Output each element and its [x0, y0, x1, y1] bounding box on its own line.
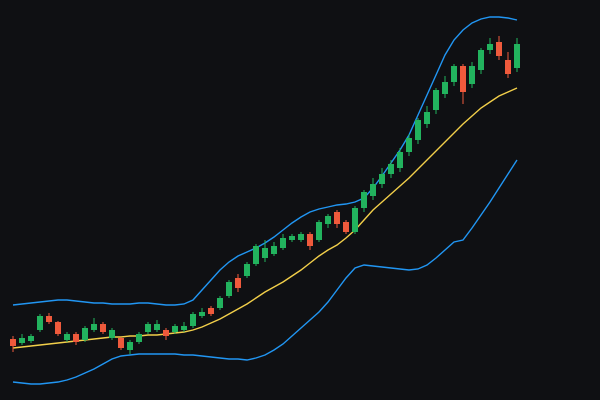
- candle-body: [154, 324, 160, 330]
- candle-body: [280, 238, 286, 248]
- candle-body: [514, 44, 520, 68]
- candle-body: [10, 339, 16, 346]
- candle-body: [64, 334, 70, 340]
- candle-body: [127, 342, 133, 350]
- candle-body: [199, 312, 205, 316]
- candle-body: [289, 236, 295, 240]
- candle-body: [145, 324, 151, 332]
- candle-body: [55, 322, 61, 334]
- candle-body: [487, 44, 493, 50]
- candle-body: [235, 278, 241, 288]
- candle-body: [478, 50, 484, 70]
- candle-body: [262, 248, 268, 258]
- candle-body: [100, 324, 106, 332]
- candle-body: [109, 330, 115, 338]
- candle-body: [352, 208, 358, 232]
- candle-body: [343, 222, 349, 232]
- band-line: [12, 87, 518, 349]
- candle-body: [361, 192, 367, 208]
- candle-body: [469, 66, 475, 84]
- candle-body: [325, 216, 331, 224]
- candle-body: [271, 246, 277, 254]
- candle-body: [37, 316, 43, 330]
- candle-body: [505, 60, 511, 74]
- candle-body: [91, 324, 97, 330]
- candle-body: [46, 316, 52, 322]
- candle-body: [181, 326, 187, 330]
- candle-body: [334, 212, 340, 224]
- candle-body: [190, 314, 196, 326]
- candle-body: [244, 264, 250, 276]
- candle-body: [379, 174, 385, 184]
- candle-body: [118, 338, 124, 348]
- candle-body: [397, 152, 403, 168]
- candle-body: [415, 120, 421, 140]
- candle-body: [433, 90, 439, 110]
- candle-body: [307, 234, 313, 246]
- candle-body: [370, 184, 376, 196]
- band-line: [12, 159, 518, 385]
- candle-body: [217, 298, 223, 308]
- candle-body: [82, 328, 88, 340]
- candle-body: [388, 164, 394, 174]
- candle-body: [460, 66, 466, 92]
- candle-body: [226, 282, 232, 296]
- candle-body: [28, 336, 34, 341]
- candle-body: [163, 330, 169, 336]
- candle-body: [208, 308, 214, 314]
- candle-body: [442, 82, 448, 94]
- candle-body: [172, 326, 178, 332]
- candle-body: [424, 112, 430, 124]
- candle-body: [136, 334, 142, 342]
- candle-body: [316, 222, 322, 240]
- candle-body: [451, 66, 457, 82]
- candle-body: [19, 338, 25, 343]
- candle-body: [496, 42, 502, 56]
- candle-body: [406, 138, 412, 152]
- candle-body: [253, 246, 259, 264]
- candle-body: [298, 234, 304, 240]
- candle-body: [73, 334, 79, 342]
